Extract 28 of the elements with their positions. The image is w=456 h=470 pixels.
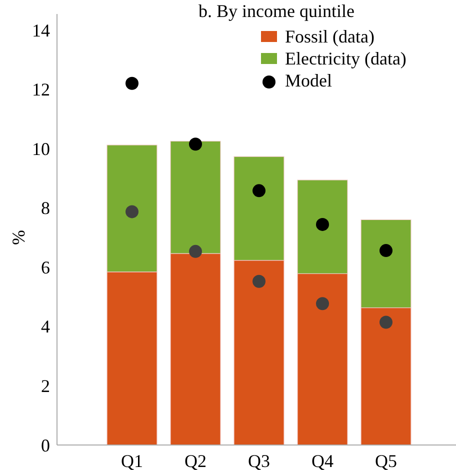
y-axis-title: % (8, 230, 28, 245)
x-tick-label: Q2 (184, 451, 206, 470)
point (189, 138, 202, 151)
point (380, 244, 392, 258)
legend-label: Model (285, 70, 332, 90)
x-tick-label: Q5 (375, 451, 397, 470)
point (252, 184, 266, 198)
point (189, 244, 202, 258)
y-tick-label: 8 (41, 198, 50, 218)
point (126, 76, 138, 90)
x-tick-label: Q1 (121, 451, 143, 470)
legend-label: Fossil (data) (285, 26, 374, 46)
y-tick-label: 4 (41, 316, 50, 337)
y-tick-label: 10 (32, 138, 50, 159)
x-tick-label: Q3 (248, 451, 270, 470)
y-tick-label: 2 (41, 376, 50, 396)
x-tick-label: Q4 (312, 451, 334, 470)
point (316, 297, 329, 310)
point (252, 274, 266, 288)
chart-title: b. By income quintile (198, 1, 354, 21)
point (316, 218, 329, 231)
point (380, 316, 392, 329)
y-tick-label: 14 (32, 20, 50, 40)
y-tick-label: 6 (41, 257, 50, 278)
y-tick-label: 12 (32, 80, 50, 100)
point (126, 205, 138, 218)
legend-label: Electricity (data) (285, 48, 406, 68)
y-tick-label: 0 (41, 435, 50, 456)
